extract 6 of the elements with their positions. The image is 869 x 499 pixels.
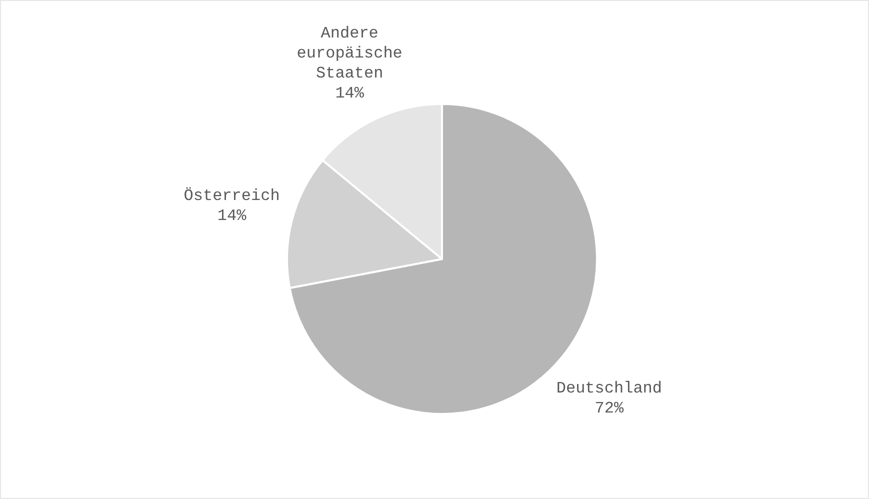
slice-label: Österreich xyxy=(184,187,280,206)
data-label: 14% xyxy=(217,207,247,226)
slice-label: Andere europäische Staaten xyxy=(296,24,402,83)
data-label: 72% xyxy=(594,399,624,418)
slice-label: Deutschland xyxy=(556,379,662,398)
data-label: 14% xyxy=(335,84,364,103)
